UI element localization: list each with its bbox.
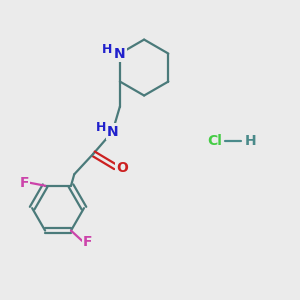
Text: H: H (102, 43, 113, 56)
Text: O: O (116, 161, 128, 176)
Text: F: F (83, 236, 92, 249)
Text: Cl: Cl (207, 134, 222, 148)
Text: H: H (244, 134, 256, 148)
Text: H: H (96, 121, 106, 134)
Text: F: F (20, 176, 29, 190)
Text: N: N (114, 46, 126, 61)
Text: N: N (107, 124, 118, 139)
